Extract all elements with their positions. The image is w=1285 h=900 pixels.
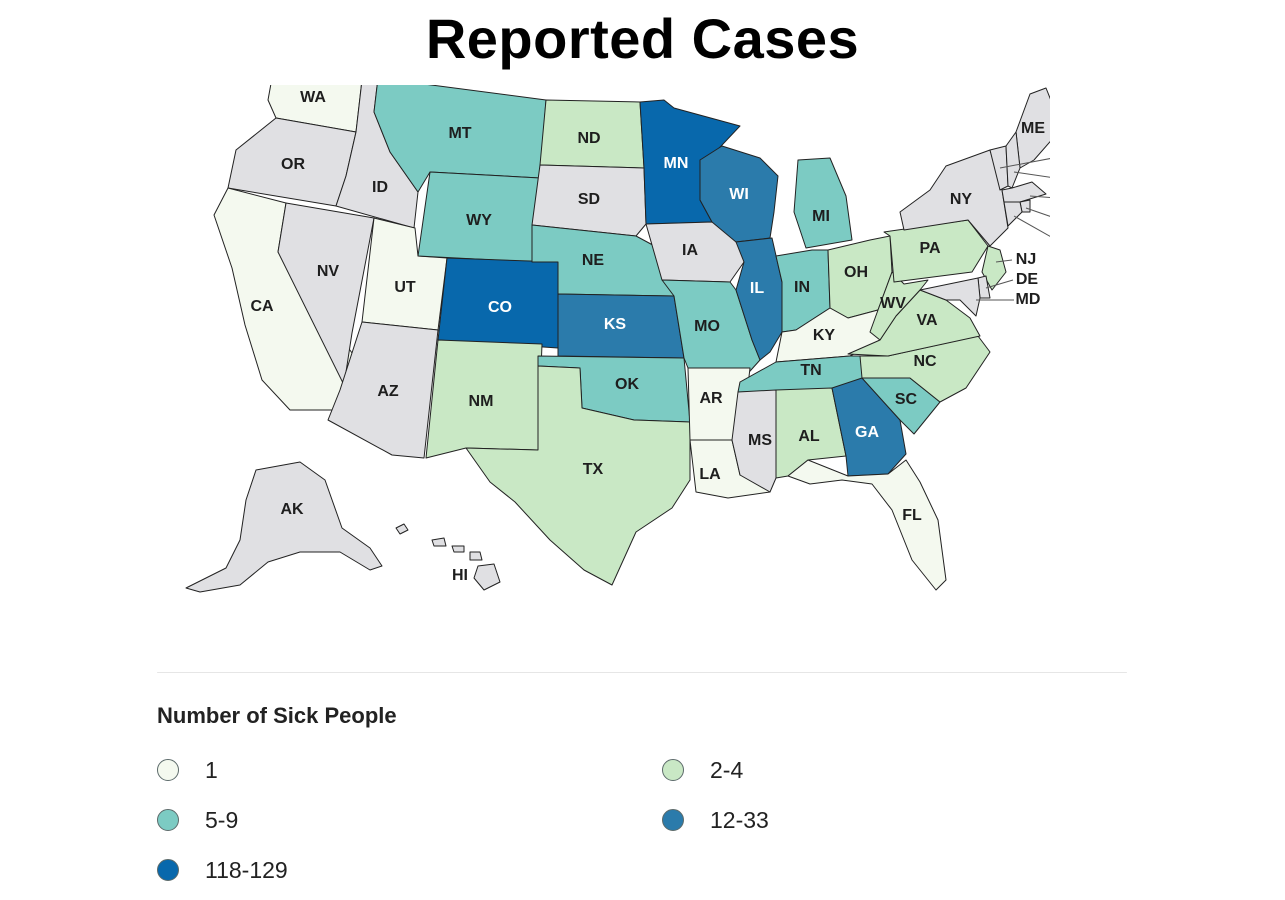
state-az[interactable] (327, 321, 439, 459)
state-label-ut: UT (394, 279, 416, 296)
state-label-la: LA (699, 466, 721, 483)
legend-swatch-2-4 (662, 759, 684, 781)
state-tx[interactable] (465, 365, 691, 586)
state-label-ga: GA (855, 424, 879, 441)
state-label-ne: NE (582, 252, 605, 269)
legend-label: 12-33 (710, 806, 769, 833)
state-mo[interactable] (661, 279, 761, 381)
state-label-hi: HI (452, 567, 468, 584)
state-sd[interactable] (531, 164, 647, 237)
state-label-ak: AK (280, 501, 304, 518)
state-mi[interactable] (793, 157, 853, 249)
state-label-mo: MO (694, 318, 720, 335)
leader-line-ct (1013, 215, 1050, 237)
legend-item-1: 1 (157, 755, 218, 785)
leader-line-vt (999, 158, 1050, 169)
state-label-nd: ND (577, 130, 600, 147)
state-label-mi: MI (812, 208, 830, 225)
state-ak[interactable] (185, 461, 383, 593)
state-label-wi: WI (729, 186, 749, 203)
legend-label: 2-4 (710, 756, 744, 783)
legend-item-118-129: 118-129 (157, 855, 288, 885)
state-label-or: OR (281, 156, 305, 173)
legend-label: 5-9 (205, 806, 239, 833)
state-label-tn: TN (800, 362, 821, 379)
state-label-mt: MT (448, 125, 471, 142)
state-label-wv: WV (880, 295, 906, 312)
state-label-ms: MS (748, 432, 772, 449)
leader-line-nh (1013, 171, 1050, 178)
state-label-tx: TX (583, 461, 604, 478)
state-label-nm: NM (469, 393, 494, 410)
us-map: WA OR CA ID NV UT AZ MT WY CO NM ND SD NE KS OK TX MN IA MO… (170, 85, 1050, 610)
state-label-wa: WA (300, 89, 326, 106)
state-label-sc: SC (895, 391, 918, 408)
state-label-il: IL (750, 280, 764, 297)
state-label-ok: OK (615, 376, 639, 393)
state-nv[interactable] (277, 202, 375, 386)
leader-line-nj (995, 259, 1013, 263)
state-label-nv: NV (317, 263, 340, 280)
legend-swatch-118-129 (157, 859, 179, 881)
legend-swatch-12-33 (662, 809, 684, 831)
leader-line-ri (1025, 207, 1050, 217)
legend-title: Number of Sick People (157, 703, 397, 728)
state-label-fl: FL (902, 507, 922, 524)
legend-swatch-5-9 (157, 809, 179, 831)
divider (157, 672, 1127, 673)
state-label-de: DE (1016, 271, 1039, 288)
state-label-mn: MN (664, 155, 689, 172)
legend-item-12-33: 12-33 (662, 805, 769, 835)
state-label-sd: SD (578, 191, 600, 208)
state-label-co: CO (488, 299, 512, 316)
legend-label: 1 (205, 756, 218, 783)
state-label-az: AZ (377, 383, 399, 400)
state-md[interactable] (919, 277, 981, 317)
state-fl[interactable] (787, 459, 947, 591)
state-label-pa: PA (919, 240, 940, 257)
legend-label: 118-129 (205, 856, 288, 883)
state-label-nc: NC (913, 353, 937, 370)
state-hi[interactable] (395, 523, 501, 591)
legend-swatch-1 (157, 759, 179, 781)
state-nj[interactable] (981, 245, 1007, 291)
legend-item-2-4: 2-4 (662, 755, 743, 785)
state-label-ky: KY (813, 327, 836, 344)
state-label-va: VA (916, 312, 937, 329)
state-label-md: MD (1016, 291, 1041, 308)
map-title: Reported Cases (425, 7, 860, 70)
state-ct[interactable] (1003, 201, 1023, 227)
state-label-al: AL (798, 428, 820, 445)
state-nh[interactable] (1005, 131, 1021, 189)
state-wi[interactable] (699, 145, 779, 243)
legend: 1 2-4 5-9 12-33 118-129 (157, 755, 1127, 895)
state-label-nj: NJ (1016, 251, 1036, 268)
state-label-oh: OH (844, 264, 868, 281)
state-label-wy: WY (466, 212, 492, 229)
state-label-ar: AR (699, 390, 723, 407)
leader-line-de (985, 279, 1014, 289)
state-label-id: ID (372, 179, 388, 196)
state-label-in: IN (794, 279, 810, 296)
state-label-ca: CA (250, 298, 274, 315)
legend-item-5-9: 5-9 (157, 805, 238, 835)
leader-line-ma (1029, 195, 1050, 199)
state-label-me: ME (1021, 120, 1045, 137)
state-label-ny: NY (950, 191, 973, 208)
state-label-ks: KS (604, 316, 627, 333)
state-label-ia: IA (682, 242, 698, 259)
